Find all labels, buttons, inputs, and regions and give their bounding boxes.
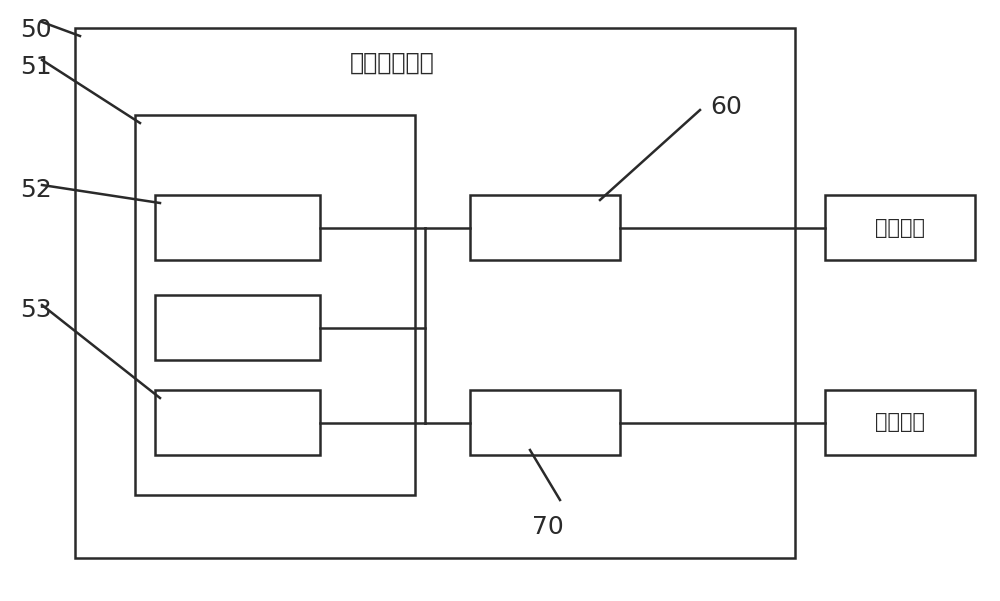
Text: 数控监测机构: 数控监测机构 xyxy=(349,51,434,75)
Text: 50: 50 xyxy=(20,18,52,42)
Bar xyxy=(470,195,620,260)
Text: 52: 52 xyxy=(20,178,52,202)
Bar xyxy=(155,195,320,260)
Text: 53: 53 xyxy=(20,298,52,322)
Bar xyxy=(155,390,320,455)
Bar xyxy=(75,28,795,558)
Text: 60: 60 xyxy=(710,95,742,119)
Bar xyxy=(825,390,975,455)
Bar xyxy=(135,115,415,495)
Bar xyxy=(155,295,320,360)
Bar xyxy=(470,390,620,455)
Bar xyxy=(825,195,975,260)
Text: 施压机构: 施压机构 xyxy=(875,412,925,433)
Text: 充气机构: 充气机构 xyxy=(875,218,925,237)
Text: 70: 70 xyxy=(532,515,564,539)
Text: 51: 51 xyxy=(20,55,52,79)
